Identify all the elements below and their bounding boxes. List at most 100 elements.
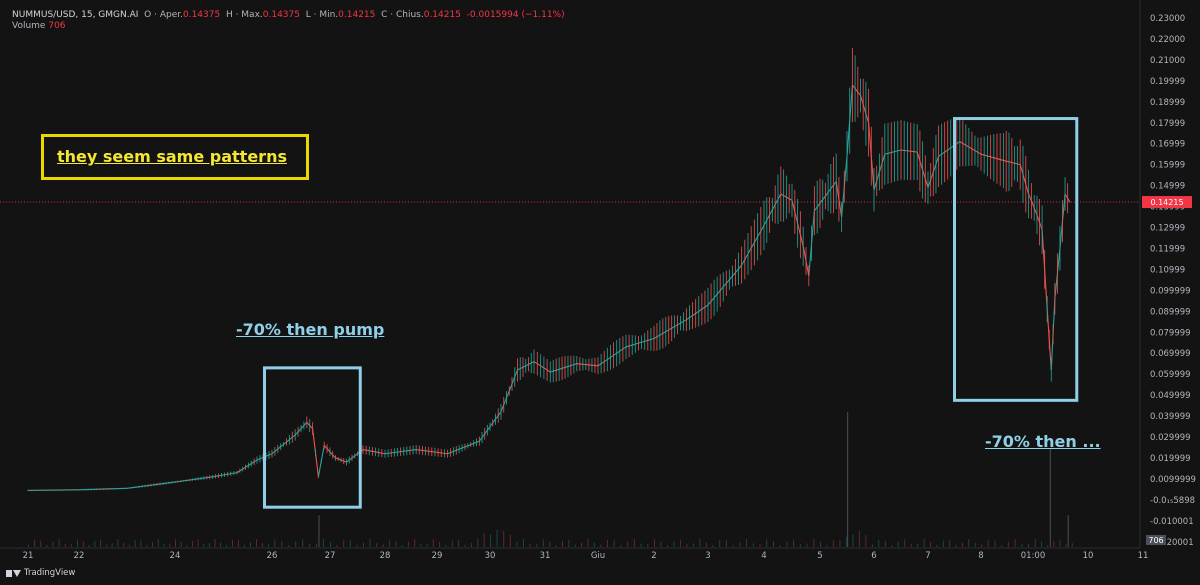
volume-bar <box>806 543 808 547</box>
volume-bar <box>600 544 602 547</box>
volume-bar <box>994 540 996 547</box>
volume-bar <box>839 540 841 547</box>
volume-bar <box>426 543 428 547</box>
y-tick-label: 0.10999 <box>1150 265 1185 275</box>
ohlc-line: NUMMUS/USD, 15, GMGN.AI O · Aper.0.14375… <box>12 10 565 21</box>
volume-tag-label: 706 <box>1148 536 1163 545</box>
volume-bar <box>302 539 304 547</box>
volume-bar <box>793 539 795 547</box>
volume-bar <box>288 544 290 547</box>
volume-bar <box>70 543 72 547</box>
volume-bar <box>633 539 635 547</box>
x-tick-label: 26 <box>267 551 278 561</box>
y-tick-label: 0.23000 <box>1150 14 1185 24</box>
last-price-tag <box>1142 196 1192 209</box>
volume-bar <box>123 542 125 547</box>
volume-bar <box>244 544 245 547</box>
volume-bar <box>163 543 165 547</box>
price-segment <box>686 304 709 321</box>
volume-bar <box>105 544 107 547</box>
volume-bar <box>214 539 216 547</box>
volume-bar <box>151 542 153 547</box>
volume-bar <box>699 539 701 547</box>
volume-bar <box>496 529 498 547</box>
volume-bar <box>439 541 441 547</box>
y-tick-label: 0.14999 <box>1150 182 1185 192</box>
volume-bar <box>647 544 649 547</box>
volume-bar <box>470 542 472 547</box>
volume-bar <box>858 531 860 547</box>
volume-bar <box>1065 544 1067 547</box>
y-tick-label: -0.010001 <box>1150 517 1194 527</box>
high-value: 0.14375 <box>262 10 300 20</box>
volume-bar <box>420 543 422 547</box>
volume-bar <box>523 539 524 547</box>
volume-bar <box>725 540 727 547</box>
volume-bar <box>356 544 358 547</box>
volume-bar <box>186 544 188 547</box>
volume-bar <box>503 530 505 547</box>
x-tick-label: 2 <box>651 551 656 561</box>
volume-bar <box>336 544 338 547</box>
volume-bar <box>942 540 944 547</box>
y-tick-label: 0.22000 <box>1150 35 1185 45</box>
x-tick-label: 27 <box>325 551 336 561</box>
volume-bar <box>529 543 531 547</box>
tradingview-logo-icon <box>6 569 20 578</box>
volume-bar <box>917 543 919 547</box>
volume-bar <box>157 539 159 547</box>
right-annotation-box[interactable] <box>953 117 1079 402</box>
y-tick-label: 0.0099999 <box>1150 475 1196 485</box>
volume-bar <box>256 539 257 547</box>
volume-bar <box>516 541 518 547</box>
volume-bar <box>820 542 821 547</box>
x-tick-label: 21 <box>23 551 34 561</box>
x-tick-label: 22 <box>74 551 85 561</box>
left-annotation-text[interactable]: -70% then pump <box>236 320 385 339</box>
volume-bar <box>140 540 142 547</box>
volume-bar <box>865 535 867 547</box>
volume-bar <box>904 539 906 547</box>
y-tick-label: 0.21000 <box>1150 56 1185 66</box>
volume-bar <box>208 543 210 547</box>
volume-bar <box>620 544 622 547</box>
x-tick-label: 3 <box>705 551 710 561</box>
volume-bar <box>376 543 378 547</box>
volume-bar <box>536 543 538 547</box>
x-tick-label: 6 <box>871 551 876 561</box>
volume-bar <box>509 534 511 547</box>
left-annotation-box[interactable] <box>263 366 362 509</box>
volume-bar <box>613 540 615 547</box>
price-segment <box>884 149 902 155</box>
volume-bar <box>389 539 391 547</box>
y-tick-label: 0.11999 <box>1150 244 1185 254</box>
volume-bar <box>739 542 741 547</box>
volume-bar <box>76 539 78 547</box>
volume-bar <box>679 539 681 547</box>
yellow-annotation-box[interactable] <box>41 134 309 180</box>
tradingview-brand: TradingView <box>24 568 76 578</box>
price-segment <box>980 153 1004 161</box>
volume-bar <box>640 543 642 547</box>
y-tick-label: -0.0₁₅5898 <box>1150 496 1195 506</box>
volume-bar <box>1007 541 1009 547</box>
volume-bar <box>581 543 583 547</box>
volume-bar <box>627 542 629 547</box>
volume-bar <box>593 542 595 547</box>
y-tick-label: 0.079999 <box>1150 328 1191 338</box>
yellow-annotation-text[interactable]: they seem same patterns <box>57 147 287 166</box>
volume-bar <box>891 544 893 547</box>
right-annotation-text[interactable]: -70% then ... <box>985 432 1101 451</box>
tradingview-footer[interactable]: TradingView <box>6 568 75 578</box>
volume-bar <box>323 539 325 547</box>
close-label: C · Chius. <box>381 10 424 20</box>
price-segment <box>653 319 687 340</box>
volume-bar <box>274 539 276 547</box>
volume-bar <box>686 544 688 547</box>
volume-bar <box>451 540 453 547</box>
volume-bar <box>568 539 570 547</box>
x-tick-label: 01:00 <box>1021 551 1046 561</box>
volume-bar <box>180 541 182 547</box>
